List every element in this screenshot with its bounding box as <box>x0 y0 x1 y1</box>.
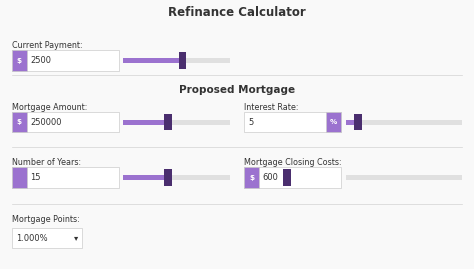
Text: Mortgage Points:: Mortgage Points: <box>12 215 80 224</box>
Text: Mortgage Closing Costs:: Mortgage Closing Costs: <box>244 158 342 167</box>
Text: $: $ <box>249 175 254 180</box>
FancyBboxPatch shape <box>12 228 82 248</box>
FancyBboxPatch shape <box>12 51 118 70</box>
Text: Mortgage Amount:: Mortgage Amount: <box>12 103 87 112</box>
FancyBboxPatch shape <box>123 120 230 125</box>
Text: %: % <box>330 119 337 125</box>
FancyBboxPatch shape <box>244 112 341 132</box>
FancyBboxPatch shape <box>346 120 462 125</box>
FancyBboxPatch shape <box>123 175 168 180</box>
Text: Refinance Calculator: Refinance Calculator <box>168 6 306 19</box>
Text: ▾: ▾ <box>74 233 78 243</box>
FancyBboxPatch shape <box>179 52 186 69</box>
Text: 250000: 250000 <box>30 118 62 127</box>
FancyBboxPatch shape <box>346 120 358 125</box>
FancyBboxPatch shape <box>244 167 259 188</box>
Text: 15: 15 <box>30 173 41 182</box>
FancyBboxPatch shape <box>123 120 168 125</box>
Text: Number of Years:: Number of Years: <box>12 158 81 167</box>
FancyBboxPatch shape <box>12 167 27 188</box>
Text: Current Payment:: Current Payment: <box>12 41 82 50</box>
Text: 1.000%: 1.000% <box>16 233 47 243</box>
FancyBboxPatch shape <box>123 175 230 180</box>
FancyBboxPatch shape <box>164 114 172 130</box>
Text: Proposed Mortgage: Proposed Mortgage <box>179 85 295 95</box>
Text: $: $ <box>17 58 22 63</box>
FancyBboxPatch shape <box>123 58 182 63</box>
Text: 5: 5 <box>248 118 253 127</box>
Text: 2500: 2500 <box>30 56 51 65</box>
FancyBboxPatch shape <box>164 169 172 186</box>
FancyBboxPatch shape <box>283 169 291 186</box>
FancyBboxPatch shape <box>12 167 118 188</box>
FancyBboxPatch shape <box>346 175 462 180</box>
FancyBboxPatch shape <box>12 112 27 132</box>
FancyBboxPatch shape <box>12 51 27 70</box>
FancyBboxPatch shape <box>354 114 362 130</box>
FancyBboxPatch shape <box>123 58 230 63</box>
FancyBboxPatch shape <box>12 112 118 132</box>
Text: $: $ <box>17 119 22 125</box>
Text: 600: 600 <box>263 173 278 182</box>
Text: Interest Rate:: Interest Rate: <box>244 103 299 112</box>
FancyBboxPatch shape <box>326 112 341 132</box>
FancyBboxPatch shape <box>244 167 341 188</box>
